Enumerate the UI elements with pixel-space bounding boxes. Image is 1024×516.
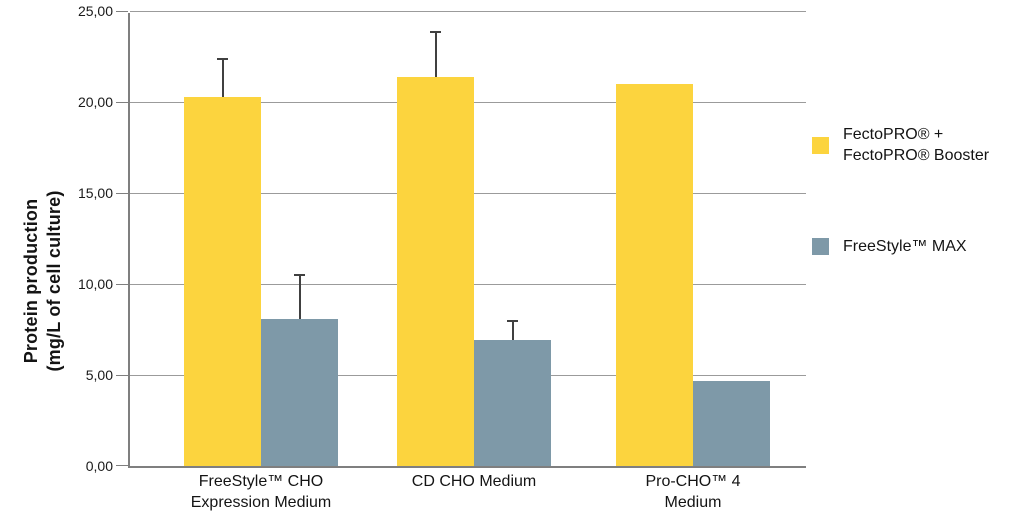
y-tick-label: 10,00 bbox=[77, 276, 113, 292]
category-label-line: Medium bbox=[664, 494, 722, 511]
y-tick-label: 5,00 bbox=[85, 367, 113, 383]
y-axis-tick bbox=[116, 11, 128, 12]
y-axis-tick bbox=[116, 102, 128, 103]
y-tick-label: 20,00 bbox=[77, 94, 113, 110]
legend-swatch-icon bbox=[812, 238, 829, 255]
legend-item-FectoPRO® + FectoPRO® Booster: FectoPRO® + FectoPRO® Booster bbox=[812, 124, 989, 166]
legend-label-line: FectoPRO® Booster bbox=[843, 147, 990, 164]
legend-label: FreeStyle™ MAX bbox=[843, 236, 967, 257]
y-tick-label: 15,00 bbox=[77, 185, 113, 201]
y-axis-title: Protein production (mg/L of cell culture… bbox=[20, 121, 66, 441]
category-label: Pro-CHO™ 4 Medium bbox=[645, 471, 740, 513]
error-bar bbox=[511, 320, 514, 341]
category-label: FreeStyle™ CHO Expression Medium bbox=[191, 471, 332, 513]
y-axis-title-line2: (mg/L of cell culture) bbox=[44, 190, 64, 372]
error-bar bbox=[221, 58, 224, 97]
y-tick-label: 25,00 bbox=[77, 3, 113, 19]
y-tick-label: 0,00 bbox=[85, 458, 113, 474]
y-axis-tick bbox=[116, 375, 128, 376]
error-bar-cap bbox=[294, 274, 305, 276]
legend-item-FreeStyle™ MAX: FreeStyle™ MAX bbox=[812, 236, 967, 257]
bar-FectoPRO® + FectoPRO® Booster bbox=[397, 76, 474, 466]
bar-FreeStyle™ MAX bbox=[474, 340, 551, 466]
category-label: CD CHO Medium bbox=[412, 471, 536, 492]
error-bar-cap bbox=[507, 320, 518, 323]
y-axis-tick bbox=[116, 465, 128, 466]
category-label-line: FreeStyle™ CHO bbox=[198, 473, 324, 490]
legend-label-line: FreeStyle™ MAX bbox=[843, 238, 967, 255]
y-axis-tick bbox=[116, 284, 128, 285]
bar-FreeStyle™ MAX bbox=[261, 318, 338, 466]
category-label-line: Expression Medium bbox=[190, 494, 332, 511]
error-bar bbox=[434, 31, 437, 77]
error-bar bbox=[298, 274, 301, 319]
bar-FectoPRO® + FectoPRO® Booster bbox=[184, 96, 261, 466]
y-axis-title-line1: Protein production bbox=[21, 198, 41, 364]
bar-FreeStyle™ MAX bbox=[693, 381, 770, 466]
gridline-25,00 bbox=[130, 11, 806, 12]
legend-label: FectoPRO® + FectoPRO® Booster bbox=[843, 124, 989, 166]
category-label-line: Pro-CHO™ 4 bbox=[645, 473, 741, 490]
y-axis-tick bbox=[116, 193, 128, 194]
error-bar-cap bbox=[217, 58, 228, 61]
bar-FectoPRO® + FectoPRO® Booster bbox=[616, 83, 693, 466]
plot-area: 0,00 5,00 10,00 15,00 20,00 25,00 FreeStyle™ C… bbox=[78, 3, 806, 511]
legend-label-line: FectoPRO® + bbox=[843, 126, 944, 143]
category-label-line: CD CHO Medium bbox=[411, 473, 537, 490]
legend-swatch-icon bbox=[812, 136, 829, 154]
error-bar-cap bbox=[430, 31, 441, 34]
